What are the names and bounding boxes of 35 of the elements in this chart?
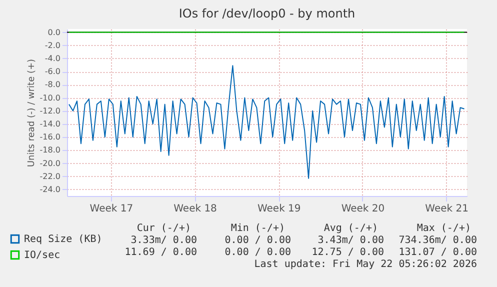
text: 0.00 / 0.00 (224, 235, 291, 246)
text: Avg (-/+) (324, 223, 378, 234)
y-tick-label: -4.0 (44, 54, 60, 63)
y-tick-label: -16.0 (40, 132, 60, 142)
y-tick-label: -24.0 (40, 184, 60, 194)
y-tick-label: -18.0 (40, 146, 60, 155)
text: 3.33m/ 0.00 (130, 235, 197, 246)
text: Cur (-/+) (136, 223, 191, 234)
text: 734.36m/ 0.00 (398, 235, 477, 246)
x-tick-label: Week 17 (90, 204, 134, 214)
y-tick-label: -14.0 (40, 119, 60, 128)
y-tick-label: -6.0 (44, 67, 60, 76)
text: 131.07 / 0.00 (398, 247, 477, 258)
y-tick-label: -22.0 (40, 172, 60, 181)
y-axis-title: Units read (-) / write (+) (26, 58, 37, 168)
text: 0.00 / 0.00 (224, 247, 291, 258)
y-tick-label: -12.0 (40, 106, 60, 116)
chart-title: IOs for /dev/loop0 - by month (178, 6, 356, 20)
x-tick-label: Week 19 (257, 204, 301, 214)
y-tick-label: -8.0 (44, 80, 60, 90)
x-tick-label: Week 18 (174, 204, 217, 214)
y-tick-label: -2.0 (44, 40, 60, 50)
y-tick-label: -20.0 (40, 158, 60, 168)
legend-label: Req Size (KB) (24, 234, 102, 245)
text: Max (-/+) (416, 223, 471, 234)
x-tick-label: Week 21 (425, 204, 468, 214)
text: 11.69 / 0.00 (124, 247, 197, 258)
y-tick-label: -10.0 (40, 93, 60, 102)
y-tick-label: 0.0 (48, 28, 60, 37)
legend-label: IO/sec (24, 250, 60, 261)
text: 12.75 / 0.00 (312, 247, 384, 258)
x-tick-label: Week 20 (341, 204, 385, 214)
text: 3.43m/ 0.00 (318, 235, 384, 246)
text: Min (-/+) (230, 223, 285, 234)
text: Last update: Fri May 22 05:26:02 2026 (254, 259, 477, 270)
